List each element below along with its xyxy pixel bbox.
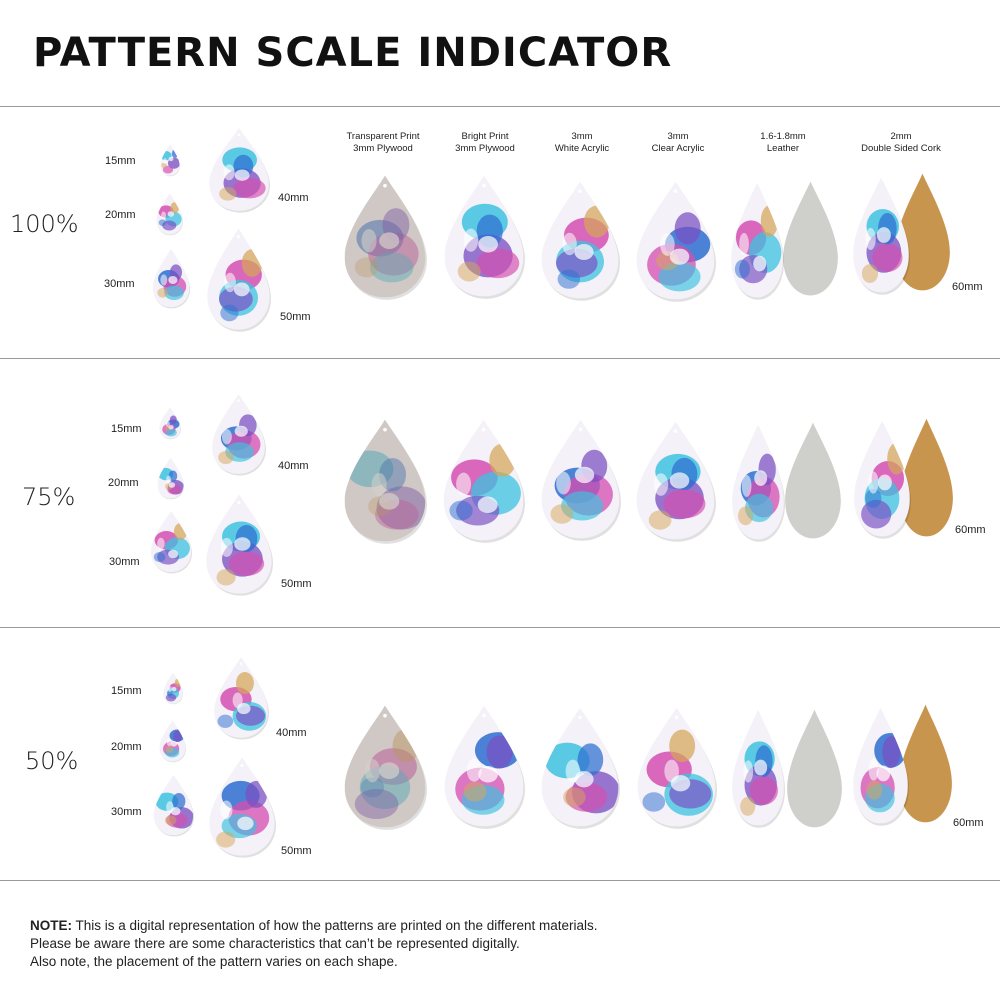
leather-back-sample: [786, 708, 843, 829]
teardrop-size-sample: [213, 656, 269, 740]
material-header-white-acrylic: 3mm White Acrylic: [527, 131, 637, 155]
teardrop-material-sample: [443, 174, 525, 299]
teardrop-size-sample: [160, 144, 180, 177]
size-label-40: 40mm: [276, 727, 307, 739]
leather-back-sample: [784, 421, 842, 540]
teardrop-material-sample: [443, 704, 525, 829]
teardrop-material-sample: [343, 174, 427, 300]
leather-front-sample: [731, 423, 785, 542]
divider-2: [0, 627, 1000, 628]
material-line2: Clear Acrylic: [651, 143, 705, 154]
material-header-leather: 1.6-1.8mm Leather: [728, 131, 838, 155]
material-line2: Double Sided Cork: [861, 143, 941, 154]
page-title: PATTERN SCALE INDICATOR: [33, 30, 673, 76]
teardrop-size-sample: [153, 774, 194, 837]
material-line1: 3mm: [571, 131, 593, 142]
teardrop-material-sample: [343, 704, 427, 830]
cork-back-sample: [899, 417, 954, 538]
size-label-30: 30mm: [109, 556, 140, 568]
teardrop-material-sample: [540, 418, 621, 541]
leather-front-sample: [731, 708, 785, 828]
teardrop-size-sample: [157, 457, 184, 500]
material-line2: White Acrylic: [554, 143, 610, 154]
footnote-text-1: This is a digital representation of how …: [72, 918, 598, 933]
size-label-15: 15mm: [105, 155, 136, 167]
material-header-cork: 2mm Double Sided Cork: [846, 131, 956, 155]
teardrop-material-sample: [635, 180, 716, 302]
teardrop-material-sample: [540, 706, 620, 829]
teardrop-material-sample: [635, 420, 716, 542]
teardrop-size-sample: [159, 407, 181, 440]
cork-back-sample: [894, 172, 951, 292]
size-label-60: 60mm: [952, 281, 983, 293]
scale-label-100: 100%: [10, 210, 79, 238]
teardrop-size-sample: [206, 227, 271, 332]
teardrop-material-sample: [540, 180, 620, 301]
material-line1: 2mm: [890, 131, 912, 142]
leather-back-sample: [782, 180, 839, 297]
teardrop-size-sample: [150, 510, 192, 574]
size-label-50: 50mm: [281, 578, 312, 590]
divider-top: [0, 106, 1000, 107]
teardrop-material-sample: [442, 418, 525, 543]
material-line2: 3mm Plywood: [455, 143, 515, 154]
size-label-30: 30mm: [111, 806, 142, 818]
cork-front-sample: [852, 706, 909, 826]
footnote-label: NOTE:: [30, 918, 72, 933]
size-label-40: 40mm: [278, 460, 309, 472]
size-label-20: 20mm: [111, 741, 142, 753]
teardrop-size-sample: [208, 127, 270, 213]
teardrop-size-sample: [211, 393, 266, 476]
size-label-20: 20mm: [105, 209, 136, 221]
cork-front-sample: [853, 419, 911, 539]
material-header-transparent-plywood: Transparent Print 3mm Plywood: [328, 131, 438, 155]
size-label-50: 50mm: [280, 311, 311, 323]
divider-1: [0, 358, 1000, 359]
material-header-bright-plywood: Bright Print 3mm Plywood: [430, 131, 540, 155]
cork-front-sample: [852, 176, 910, 295]
material-line1: 3mm: [667, 131, 689, 142]
size-label-15: 15mm: [111, 685, 142, 697]
teardrop-size-sample: [152, 248, 190, 309]
teardrop-size-sample: [156, 193, 183, 236]
footnote-text-2: Please be aware there are some character…: [30, 936, 520, 951]
material-header-clear-acrylic: 3mm Clear Acrylic: [623, 131, 733, 155]
teardrop-size-sample: [208, 756, 276, 858]
teardrop-size-sample: [205, 493, 273, 596]
material-line1: 1.6-1.8mm: [760, 131, 806, 142]
material-line1: Transparent Print: [346, 131, 420, 142]
cork-back-sample: [898, 703, 953, 824]
divider-bottom: [0, 880, 1000, 881]
footnote: NOTE: This is a digital representation o…: [30, 917, 598, 971]
teardrop-material-sample: [636, 706, 717, 829]
scale-label-75: 75%: [22, 483, 76, 511]
size-label-30: 30mm: [104, 278, 135, 290]
footnote-text-3: Also note, the placement of the pattern …: [30, 954, 398, 969]
teardrop-size-sample: [159, 720, 186, 763]
material-line1: Bright Print: [461, 131, 509, 142]
size-label-60: 60mm: [955, 524, 986, 536]
size-label-50: 50mm: [281, 845, 312, 857]
scale-label-50: 50%: [25, 747, 79, 775]
size-label-20: 20mm: [108, 477, 139, 489]
footnote-line-1: NOTE: This is a digital representation o…: [30, 917, 598, 935]
material-line2: Leather: [766, 143, 800, 154]
size-label-60: 60mm: [953, 817, 984, 829]
teardrop-size-sample: [163, 672, 183, 705]
material-line2: 3mm Plywood: [353, 143, 413, 154]
teardrop-material-sample: [343, 418, 427, 544]
size-label-15: 15mm: [111, 423, 142, 435]
size-label-40: 40mm: [278, 192, 309, 204]
leather-front-sample: [730, 181, 784, 300]
